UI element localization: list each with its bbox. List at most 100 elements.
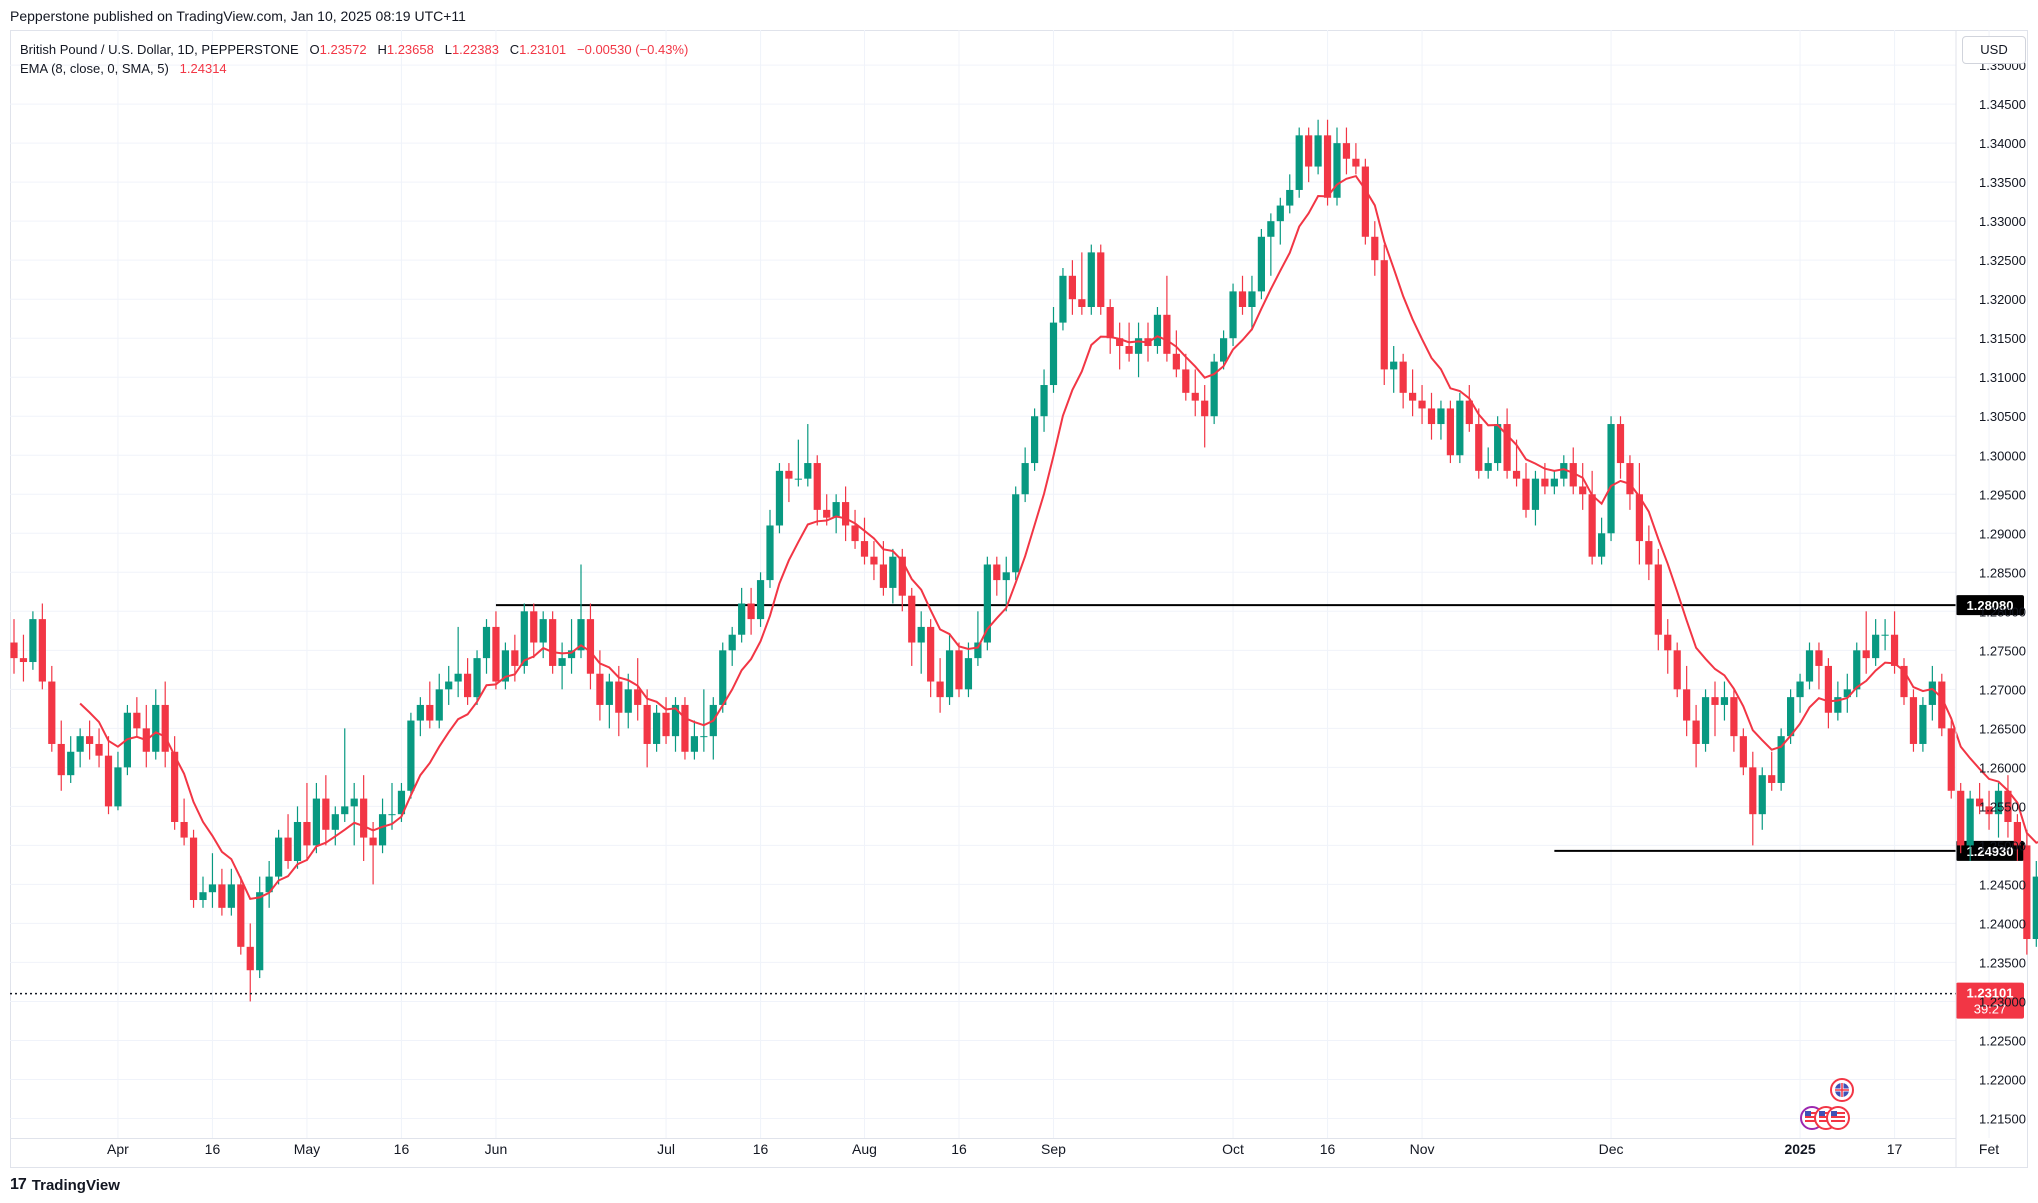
bull-candle [331, 806, 339, 846]
candle-body [889, 556, 897, 588]
candle-body [1475, 424, 1483, 471]
uk-flag-icon[interactable] [1830, 1078, 1854, 1102]
event-icons[interactable] [1800, 1078, 1854, 1130]
candle-body [416, 704, 424, 721]
bear-candle [955, 642, 963, 698]
bear-candle [1654, 548, 1662, 651]
tradingview-logo[interactable]: 17 TradingView [10, 1176, 120, 1194]
bear-candle [1692, 704, 1700, 768]
bear-candle [19, 634, 28, 682]
x-tick-label: 16 [753, 1141, 769, 1157]
us-flag-icon-3[interactable] [1826, 1106, 1850, 1130]
y-tick-label: 1.22500 [1979, 1033, 2026, 1048]
bear-candle [360, 775, 368, 861]
ema-label[interactable]: EMA (8, close, 0, SMA, 5) [20, 61, 169, 76]
bear-candle [1664, 619, 1672, 674]
symbol-name[interactable]: British Pound / U.S. Dollar, 1D, PEPPERS… [20, 42, 299, 57]
bear-candle [1768, 751, 1776, 791]
bull-candle [1021, 447, 1029, 503]
time-axis[interactable]: Apr 16 May 16 Jun Jul 16 Aug 16 Sep Oct 16 Nov Dec 202… [10, 1138, 1999, 1158]
published-banner: Pepperstone published on TradingView.com… [10, 8, 466, 24]
bull-candle [1286, 174, 1294, 214]
current-price-tag [1956, 982, 2024, 1019]
candle-body [605, 681, 613, 705]
close-label: C [509, 42, 520, 57]
y-tick-label: 1.25500 [1979, 799, 2026, 814]
candle-body [246, 946, 254, 971]
candle-body [511, 650, 519, 666]
bear-candle [927, 619, 935, 698]
level-price-tag [1956, 595, 2024, 616]
candle-body [1286, 189, 1294, 206]
candle-body [2023, 845, 2031, 940]
bull-candle [227, 868, 235, 916]
candle-body [464, 673, 472, 698]
candle-body [435, 689, 443, 721]
bear-candle [1352, 143, 1360, 175]
candlestick-series [10, 119, 2038, 1002]
bull-candle [1390, 346, 1398, 393]
bear-candle [1635, 463, 1643, 565]
x-tick-label: 2025 [1784, 1141, 1815, 1157]
candle-body [1484, 463, 1492, 471]
chart-frame[interactable] [10, 30, 2028, 1168]
candle-body [161, 704, 169, 752]
candle-body [879, 564, 887, 588]
bear-candle [870, 541, 878, 581]
candle-body [1116, 338, 1124, 347]
bear-candle [634, 658, 642, 721]
bear-candle [284, 814, 292, 869]
bear-candle [1409, 369, 1417, 417]
currency-button[interactable]: USD [1962, 36, 2026, 64]
y-tick-label: 1.30500 [1979, 409, 2026, 424]
candle-body [1342, 143, 1351, 159]
candle-body [832, 502, 840, 518]
y-tick-label: 1.23000 [1979, 994, 2026, 1009]
bear-candle [1475, 408, 1483, 479]
candle-body [1512, 470, 1521, 479]
candle-body [586, 619, 595, 674]
y-tick-label: 1.24500 [1979, 877, 2026, 892]
bull-candle [1134, 322, 1143, 378]
candle-body [1229, 291, 1237, 339]
candle-body [823, 509, 831, 518]
bull-candle [1607, 416, 1615, 542]
bull-candle [199, 876, 207, 908]
y-tick-label: 1.27000 [1979, 682, 2026, 697]
bull-candle [1843, 673, 1851, 713]
candle-body [76, 736, 84, 752]
bull-candle [794, 439, 802, 487]
bull-candle [1153, 307, 1162, 354]
candle-body [955, 650, 963, 690]
bull-candle [1758, 767, 1766, 830]
candle-body [1909, 697, 1918, 744]
bear-candle [1305, 127, 1313, 183]
candle-body [1834, 697, 1842, 713]
price-axis[interactable]: 1.350001.345001.340001.335001.330001.325… [1955, 30, 2026, 1168]
bull-candle [558, 642, 566, 690]
bull-candle [917, 611, 925, 674]
indicator-line: EMA (8, close, 0, SMA, 5) 1.24314 [20, 59, 688, 78]
candle-body [1437, 408, 1445, 425]
candle-body [1957, 790, 1965, 846]
bull-candle [1456, 392, 1464, 464]
bear-candle [492, 611, 500, 690]
candle-body [1739, 736, 1747, 768]
candle-body [1607, 424, 1615, 534]
bull-candle [889, 548, 897, 604]
level-line: 1.24930 [1554, 840, 2024, 861]
candle-body [1371, 236, 1379, 261]
candle-body [643, 704, 651, 744]
candle-body [577, 619, 585, 651]
candle-body [1134, 338, 1143, 354]
candle-body [293, 821, 302, 861]
candle-body [67, 751, 75, 776]
bear-candle [1418, 385, 1426, 425]
bull-candle [152, 689, 160, 760]
bear-candle [1909, 689, 1918, 752]
bear-candle [1900, 658, 1908, 705]
candle-body [813, 463, 821, 510]
bear-candle [1645, 525, 1653, 581]
bull-candle [473, 650, 481, 705]
